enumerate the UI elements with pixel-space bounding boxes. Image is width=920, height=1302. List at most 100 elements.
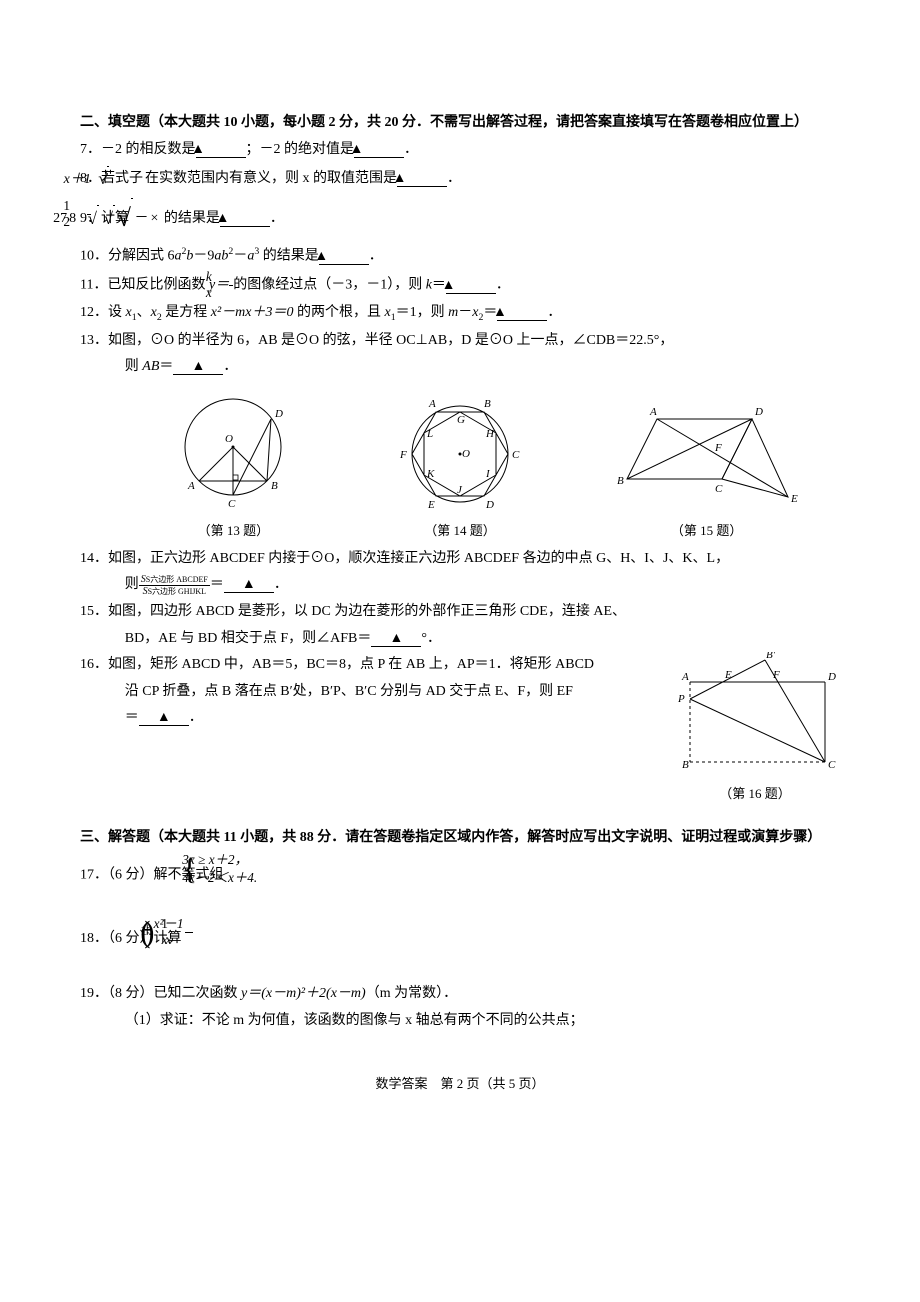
q17-num: 17． xyxy=(80,868,108,883)
question-13: 13．如图，⊙O 的半径为 6，AB 是⊙O 的弦，半径 OC⊥AB，D 是⊙O… xyxy=(80,328,840,355)
question-16-line2: 沿 CP 折叠，点 B 落在点 B′处，B′P、B′C 分别与 AD 交于点 E… xyxy=(80,679,660,706)
q11-blank: ▲ xyxy=(446,279,496,294)
q19-num: 19． xyxy=(80,986,108,1001)
svg-text:B: B xyxy=(682,759,689,771)
q16-blank: ▲ xyxy=(139,711,189,726)
svg-text:E: E xyxy=(790,493,798,505)
inequality-system: 3x ≥ x＋2， 4x－2＜x＋4. xyxy=(227,851,257,886)
q12-blank: ▲ xyxy=(497,306,547,321)
svg-text:C: C xyxy=(715,483,723,495)
q7-num: 7． xyxy=(80,142,101,157)
q7-blank-1: ▲ xyxy=(196,143,246,158)
section-3-label: 三、 xyxy=(80,830,108,845)
svg-text:F: F xyxy=(714,442,722,454)
svg-text:K: K xyxy=(426,468,435,480)
q9-blank: ▲ xyxy=(220,212,270,227)
section-3-heading: 三、解答题（本大题共 11 小题，共 88 分．请在答题卷指定区域内作答，解答时… xyxy=(80,825,840,852)
svg-text:A: A xyxy=(428,398,436,410)
caption-13: （第 13 题） xyxy=(158,519,308,544)
figure-row: O A B C D （第 13 题） O A B C D E F G H I J… xyxy=(80,389,840,544)
question-8: 8．若式子√x＋1在实数范围内有意义，则 x 的取值范围是▲． xyxy=(80,163,840,195)
svg-text:B′: B′ xyxy=(766,652,776,661)
svg-text:C: C xyxy=(828,759,836,771)
question-19: 19．（8 分）已知二次函数 y＝(x－m)²＋2(x－m)（m 为常数）． xyxy=(80,981,840,1008)
section-2-heading: 二、填空题（本大题共 10 小题，每小题 2 分，共 20 分．不需写出解答过程… xyxy=(80,110,840,137)
question-16-wrap: 16．如图，矩形 ABCD 中，AB＝5，BC＝8，点 P 在 AB 上，AP＝… xyxy=(80,652,840,807)
q7-text-a: －2 的相反数是 xyxy=(101,142,196,157)
svg-text:B: B xyxy=(271,480,278,492)
q9-text-b: 的结果是 xyxy=(164,211,220,226)
section-3-body: 解答题（本大题共 11 小题，共 88 分．请在答题卷指定区域内作答，解答时应写… xyxy=(108,830,821,845)
q16-num: 16． xyxy=(80,657,108,672)
svg-text:D: D xyxy=(827,671,836,683)
svg-text:O: O xyxy=(462,448,470,460)
question-16: 16．如图，矩形 ABCD 中，AB＝5，BC＝8，点 P 在 AB 上，AP＝… xyxy=(80,652,660,679)
q15-blank: ▲ xyxy=(371,632,421,647)
q7-text-b: ；－2 的绝对值是 xyxy=(246,142,355,157)
svg-text:P: P xyxy=(677,693,685,705)
figure-14: O A B C D E F G H I J K L （第 14 题） xyxy=(385,389,535,544)
svg-text:A: A xyxy=(187,480,195,492)
q11-num: 11． xyxy=(80,278,107,293)
q9-text-c: ． xyxy=(270,211,284,226)
q7-text-c: ． xyxy=(404,142,418,157)
section-2-body: 填空题（本大题共 10 小题，每小题 2 分，共 20 分．不需写出解答过程，请… xyxy=(108,115,808,130)
question-15-line2: BD，AE 与 BD 相交于点 F，则∠AFB＝▲°． xyxy=(80,626,840,653)
svg-text:D: D xyxy=(485,499,494,511)
q14-blank: ▲ xyxy=(224,578,274,593)
q10-blank: ▲ xyxy=(319,250,369,265)
svg-text:A: A xyxy=(681,671,689,683)
svg-text:C: C xyxy=(228,498,236,510)
section-2-label: 二、 xyxy=(80,115,108,130)
svg-text:E: E xyxy=(724,669,732,681)
svg-text:A: A xyxy=(649,406,657,418)
q15-num: 15． xyxy=(80,604,108,619)
q14-num: 14． xyxy=(80,551,108,566)
caption-16: （第 16 题） xyxy=(670,782,840,807)
question-17: 17．（6 分）解不等式组 { 3x ≥ x＋2， 4x－2＜x＋4. xyxy=(80,851,840,889)
svg-text:D: D xyxy=(274,408,283,420)
svg-text:D: D xyxy=(754,406,763,418)
q18-num: 18． xyxy=(80,931,108,946)
sqrt-half: √12 xyxy=(162,195,164,243)
question-15: 15．如图，四边形 ABCD 是菱形，以 DC 为边在菱形的外部作正三角形 CD… xyxy=(80,599,840,626)
question-14-line2: 则SS六边形 ABCDEFSS六边形 GHIJKL＝▲． xyxy=(80,572,840,599)
figure-13: O A B C D （第 13 题） xyxy=(158,389,308,544)
caption-15: （第 15 题） xyxy=(612,519,802,544)
svg-text:L: L xyxy=(426,428,433,440)
q10-num: 10． xyxy=(80,249,108,264)
q7-blank-2: ▲ xyxy=(354,143,404,158)
question-18: 18．（6 分）计算 (1＋1x)÷x²－1x. xyxy=(80,917,840,953)
svg-text:G: G xyxy=(457,414,465,426)
q8-text-c: ． xyxy=(447,171,461,186)
svg-text:H: H xyxy=(485,428,495,440)
question-11: 11．已知反比例函数 y＝kx的图像经过点（－3，－1），则 k＝▲． xyxy=(80,270,840,300)
page-footer: 数学答案 第 2 页（共 5 页） xyxy=(80,1072,840,1097)
svg-text:B: B xyxy=(484,398,491,410)
q12-num: 12． xyxy=(80,305,108,320)
question-14: 14．如图，正六边形 ABCDEF 内接于⊙O，顺次连接正六边形 ABCDEF … xyxy=(80,546,840,573)
svg-text:F: F xyxy=(772,669,780,681)
area-ratio-frac: SS六边形 ABCDEFSS六边形 GHIJKL xyxy=(139,574,210,597)
question-19-sub1: （1）求证：不论 m 为何值，该函数的图像与 x 轴总有两个不同的公共点； xyxy=(80,1008,840,1035)
svg-text:B: B xyxy=(617,475,624,487)
question-12: 12．设 x1、x2 是方程 x²－mx＋3＝0 的两个根，且 x1＝1，则 m… xyxy=(80,300,840,327)
svg-text:C: C xyxy=(512,449,520,461)
question-13-line2: 则 AB＝▲． xyxy=(80,354,840,381)
q8-blank: ▲ xyxy=(397,172,447,187)
sqrt-8: √8 xyxy=(149,203,151,235)
question-9: 9．计算 √27－√8× √12的结果是▲． xyxy=(80,195,840,243)
svg-text:F: F xyxy=(399,449,407,461)
svg-text:E: E xyxy=(427,499,435,511)
sqrt-expr: √x＋1 xyxy=(143,163,145,195)
question-7: 7．－2 的相反数是▲；－2 的绝对值是▲． xyxy=(80,137,840,164)
question-10: 10．分解因式 6a2b－9ab2－a3 的结果是▲． xyxy=(80,243,840,270)
figure-16: A D B C P B′ E F （第 16 题） xyxy=(670,652,840,807)
caption-14: （第 14 题） xyxy=(385,519,535,544)
question-16-line3: ＝▲． xyxy=(80,705,660,732)
q8-text-b: 在实数范围内有意义，则 x 的取值范围是 xyxy=(145,171,397,186)
q13-num: 13． xyxy=(80,333,108,348)
svg-text:O: O xyxy=(225,433,233,445)
q13-blank: ▲ xyxy=(173,360,223,375)
figure-15: A D B C E F （第 15 题） xyxy=(612,399,802,544)
